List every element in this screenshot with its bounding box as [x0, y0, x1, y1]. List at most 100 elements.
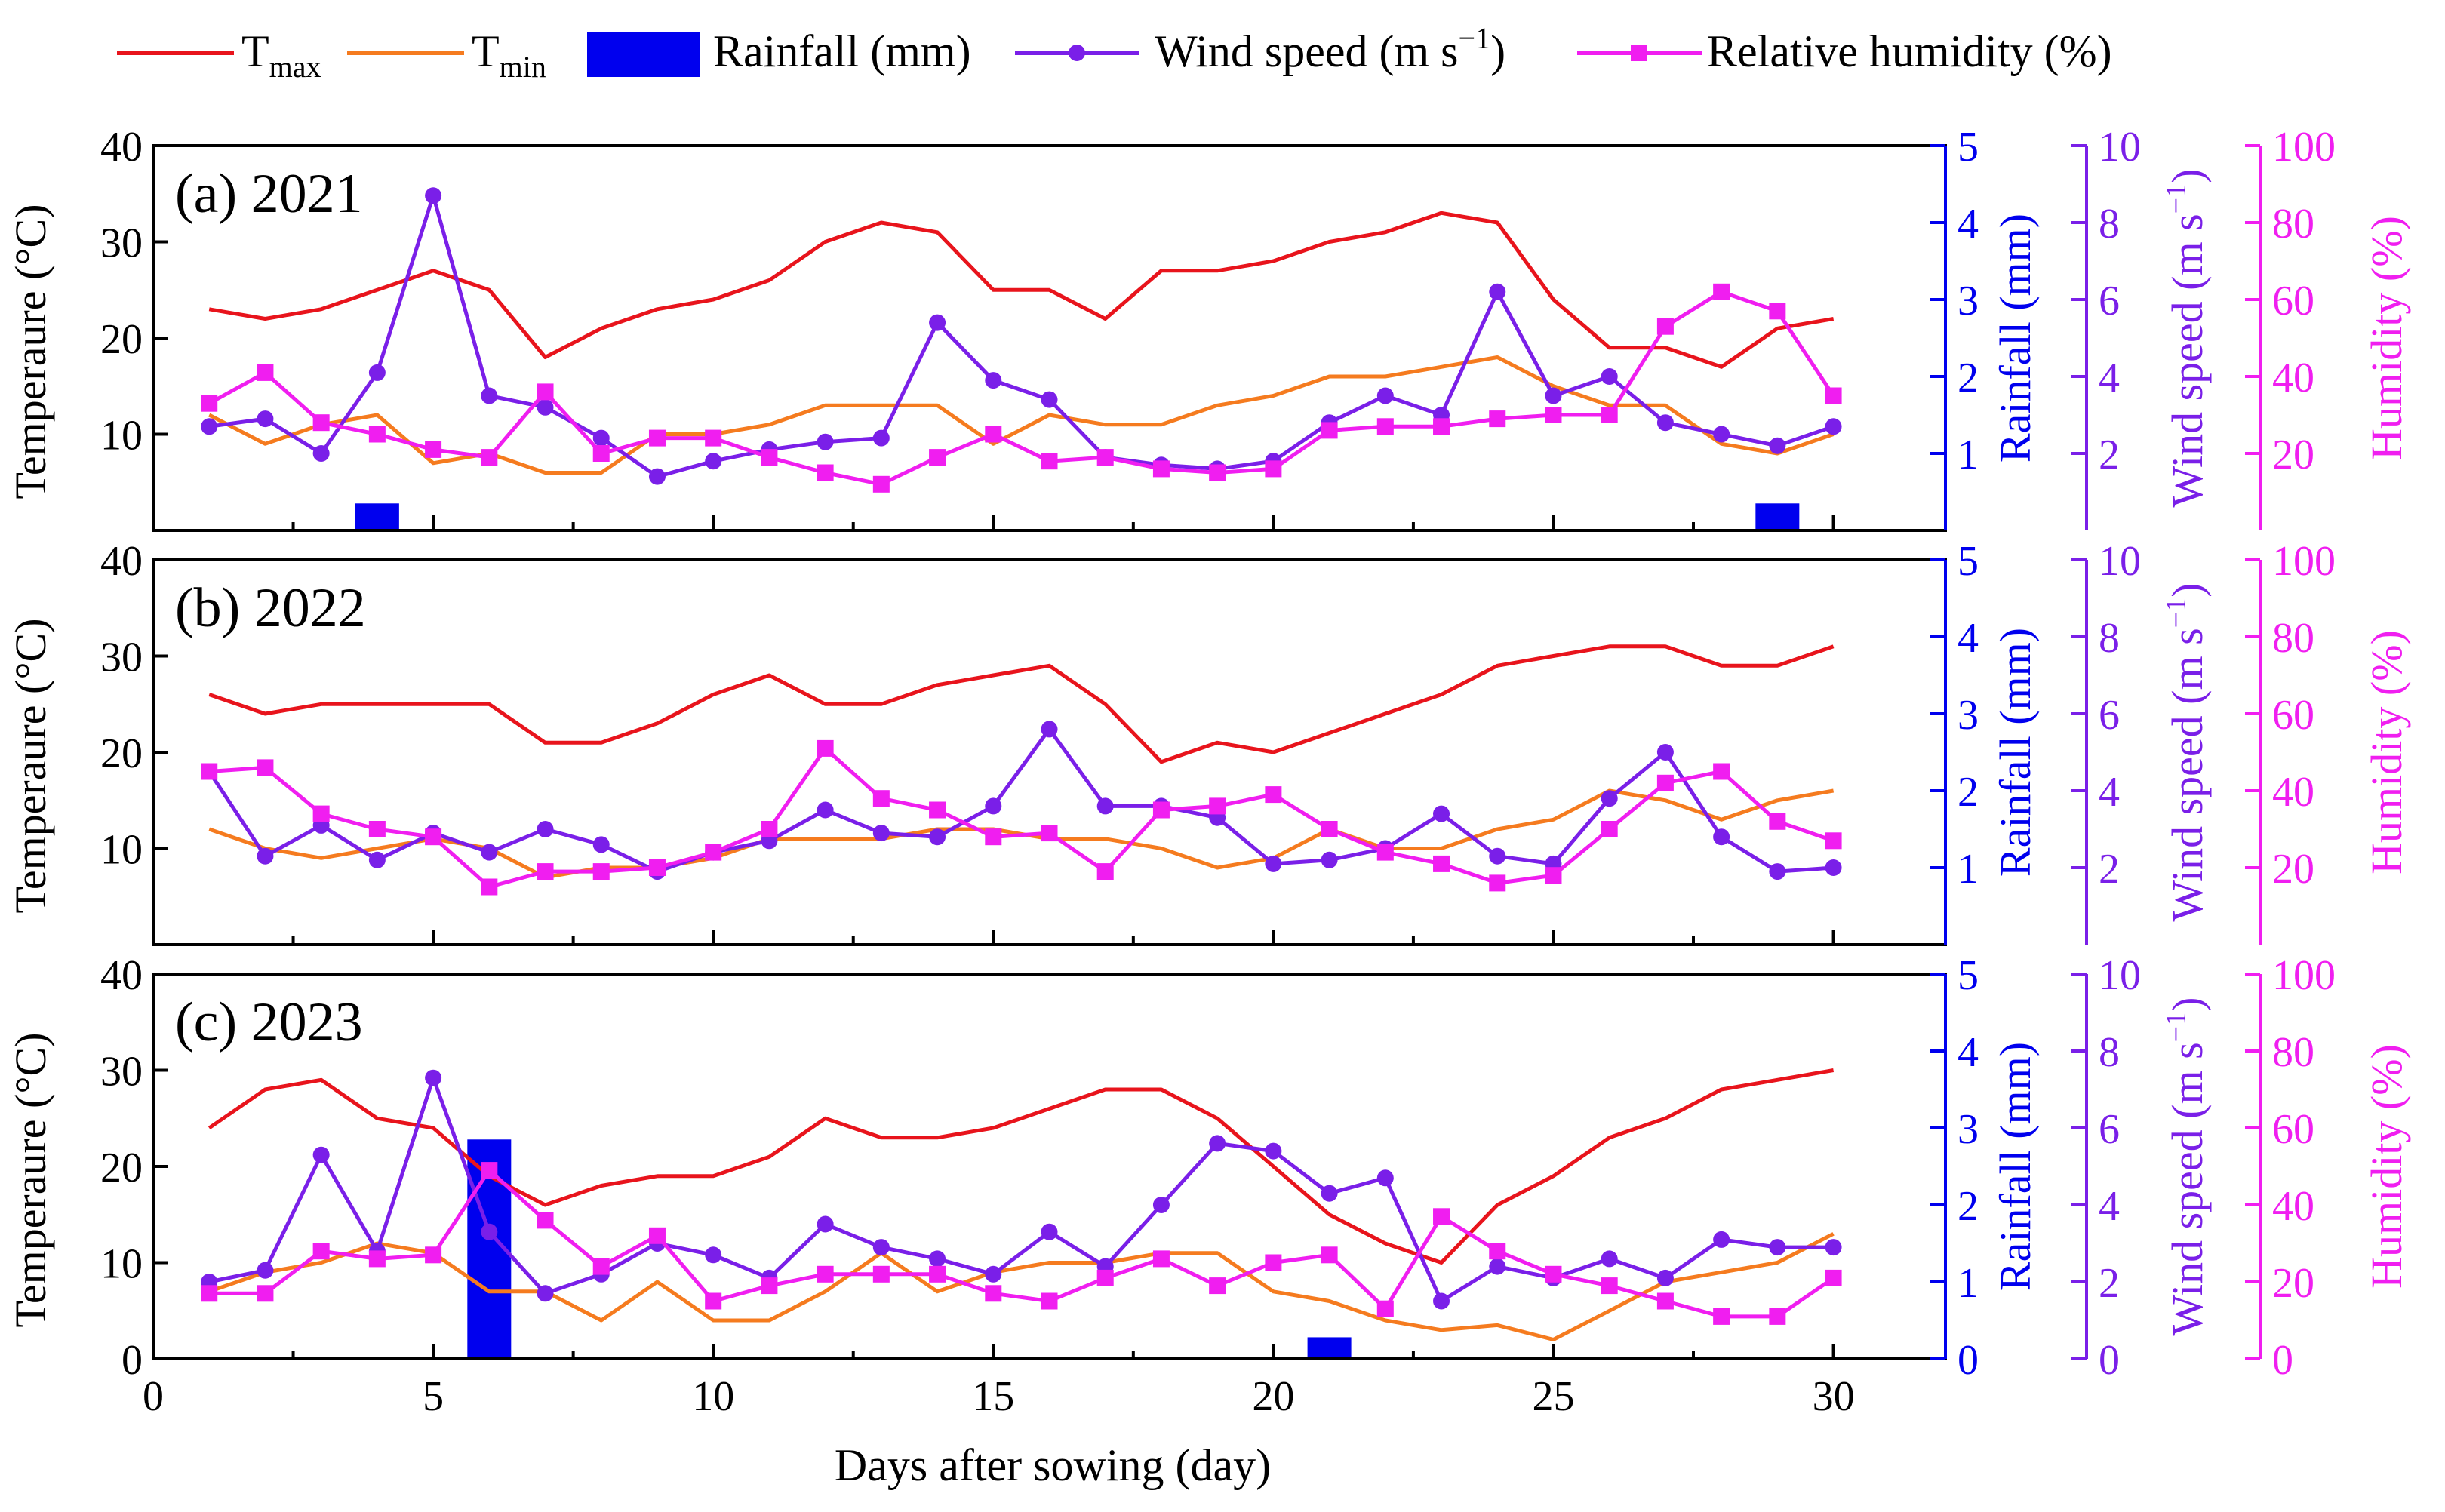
hum-axis-title: Humidity (%)	[2362, 216, 2411, 460]
point-wind-speed	[481, 387, 498, 404]
point-wind-speed	[1825, 1239, 1842, 1256]
legend-tmax: Tmax	[117, 26, 321, 84]
point-relative-humidity	[592, 445, 610, 462]
temp-tick-label: 20	[100, 730, 143, 777]
hum-tick-label: 100	[2272, 538, 2336, 585]
point-relative-humidity	[1096, 1269, 1114, 1286]
rain-axis-title: Rainfall (mm)	[1991, 214, 2040, 463]
point-relative-humidity	[929, 1265, 946, 1283]
point-relative-humidity	[1601, 821, 1618, 837]
point-wind-speed	[1265, 855, 1282, 872]
point-relative-humidity	[368, 1250, 386, 1268]
point-wind-speed	[648, 468, 666, 485]
point-relative-humidity	[1545, 407, 1562, 423]
point-relative-humidity	[872, 475, 890, 493]
point-relative-humidity	[1825, 1269, 1842, 1286]
point-relative-humidity	[1769, 303, 1786, 320]
hum-tick-label: 100	[2272, 952, 2336, 999]
point-relative-humidity	[648, 429, 666, 447]
point-wind-speed	[481, 1223, 498, 1240]
point-relative-humidity	[425, 828, 442, 846]
point-relative-humidity	[1096, 863, 1114, 880]
point-wind-speed	[1041, 721, 1058, 738]
wind-axis-title-main: Wind speed (m s	[2163, 1042, 2212, 1335]
panel-2: (b) 2022 10 20 30 40 Temperaure (°C) 1 2 3 4 5 Rain…	[6, 538, 2411, 946]
point-relative-humidity	[537, 863, 554, 880]
point-relative-humidity	[1489, 1243, 1506, 1260]
point-wind-speed	[537, 1285, 554, 1302]
temp-tick-label: 20	[100, 1145, 143, 1191]
point-wind-speed	[592, 836, 610, 853]
wind-tick-label: 8	[2099, 1029, 2120, 1076]
point-wind-speed	[1433, 805, 1450, 822]
legend-wind-sup: −1	[1459, 21, 1491, 55]
point-relative-humidity	[368, 426, 386, 443]
point-relative-humidity	[368, 821, 386, 837]
series-line-relative-humidity	[209, 746, 1835, 889]
point-wind-speed	[1321, 1185, 1338, 1202]
point-relative-humidity	[817, 464, 834, 481]
rain-tick-label: 2	[1958, 355, 1979, 401]
wind-tick-label: 8	[2099, 201, 2120, 247]
rainfall-bar	[355, 503, 399, 530]
point-wind-speed	[1376, 387, 1394, 404]
wind-axis-title-close: )	[2163, 997, 2212, 1012]
rain-tick-label: 1	[1958, 1260, 1979, 1307]
point-relative-humidity	[1376, 418, 1394, 435]
hum-tick-label: 100	[2272, 124, 2336, 171]
x-tick-label: 15	[972, 1373, 1014, 1420]
legend-humidity-marker	[1631, 45, 1647, 61]
point-relative-humidity	[257, 1285, 274, 1302]
point-wind-speed	[1265, 1142, 1282, 1160]
hum-tick-label: 20	[2272, 846, 2314, 893]
point-relative-humidity	[1265, 460, 1282, 478]
point-wind-speed	[1433, 1292, 1450, 1310]
hum-axis-title: Humidity (%)	[2362, 1044, 2411, 1289]
point-relative-humidity	[481, 449, 498, 466]
wind-tick-label: 2	[2099, 846, 2120, 893]
point-wind-speed	[1209, 1135, 1226, 1152]
point-relative-humidity	[1489, 410, 1506, 428]
wind-tick-label: 0	[2099, 1337, 2120, 1384]
point-relative-humidity	[929, 801, 946, 819]
temp-tick-label: 30	[100, 1049, 143, 1096]
point-relative-humidity	[1825, 832, 1842, 850]
point-wind-speed	[1825, 859, 1842, 876]
x-tick-label: 25	[1532, 1373, 1574, 1420]
wind-tick-label: 6	[2099, 1106, 2120, 1153]
wind-axis-title: Wind speed (m s−1)	[2161, 169, 2212, 508]
point-wind-speed	[929, 1250, 946, 1268]
rain-tick-label: 5	[1958, 538, 1979, 585]
point-wind-speed	[368, 851, 386, 868]
wind-tick-label: 10	[2099, 538, 2141, 585]
point-relative-humidity	[1433, 1208, 1450, 1225]
point-relative-humidity	[1096, 449, 1114, 466]
point-relative-humidity	[761, 821, 778, 837]
temp-tick-label: 10	[100, 413, 143, 459]
point-wind-speed	[1096, 797, 1114, 815]
legend-humidity: Relative humidity (%)	[1577, 26, 2112, 76]
wind-axis-title-sup: −1	[2161, 1012, 2192, 1042]
rain-tick-label: 5	[1958, 124, 1979, 171]
point-wind-speed	[705, 453, 722, 470]
legend-wind: Wind speed (m s−1)	[1015, 21, 1505, 76]
point-wind-speed	[1601, 368, 1618, 385]
point-relative-humidity	[1825, 387, 1842, 404]
point-wind-speed	[537, 821, 554, 837]
panel-title: (b) 2022	[175, 577, 366, 639]
point-wind-speed	[929, 314, 946, 331]
rain-tick-label: 5	[1958, 952, 1979, 999]
wind-tick-label: 10	[2099, 952, 2141, 999]
point-wind-speed	[1376, 1169, 1394, 1187]
rain-axis-title: Rainfall (mm)	[1991, 1042, 2040, 1291]
point-relative-humidity	[705, 1292, 722, 1310]
series-line-wind-speed	[208, 193, 1835, 479]
point-relative-humidity	[1713, 1308, 1730, 1325]
rain-tick-label: 4	[1958, 201, 1979, 247]
point-relative-humidity	[817, 1265, 834, 1283]
point-relative-humidity	[1209, 464, 1226, 481]
point-wind-speed	[1489, 283, 1506, 300]
point-relative-humidity	[1601, 407, 1618, 423]
point-relative-humidity	[985, 1285, 1002, 1302]
hum-tick-label: 80	[2272, 201, 2314, 247]
